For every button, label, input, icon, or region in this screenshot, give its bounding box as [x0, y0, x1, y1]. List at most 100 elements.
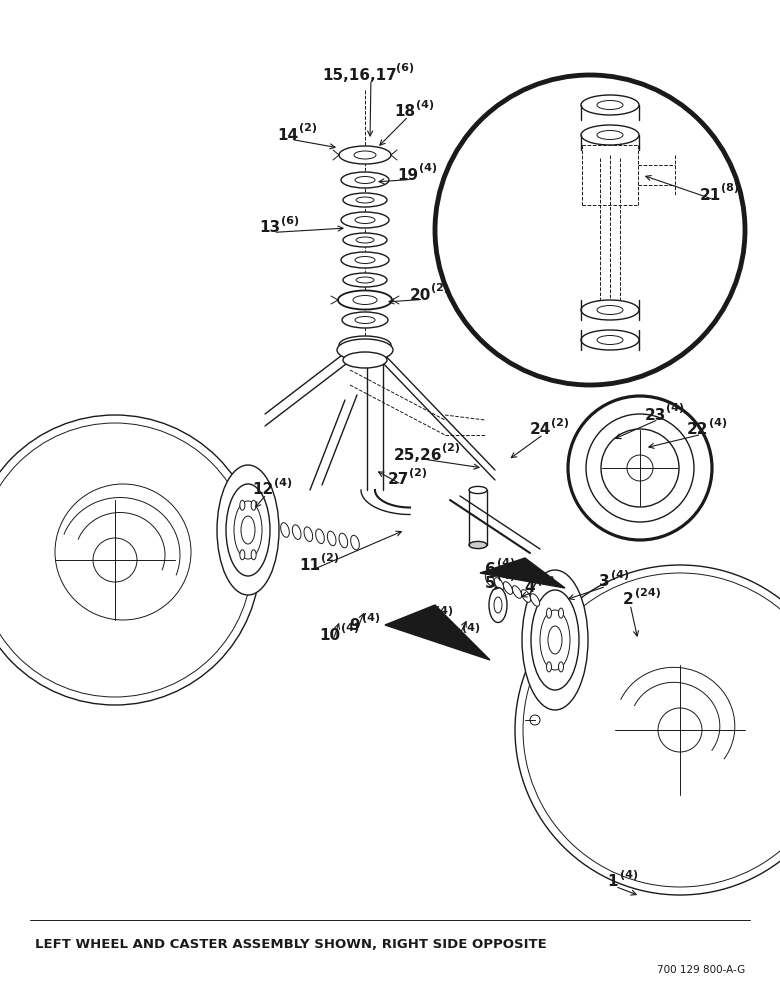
- Ellipse shape: [512, 586, 522, 598]
- Text: 15,16,17: 15,16,17: [323, 68, 397, 83]
- Ellipse shape: [531, 590, 579, 690]
- Text: 25,26: 25,26: [394, 448, 442, 462]
- Text: (4): (4): [497, 558, 516, 568]
- Text: 700 129 800-A-G: 700 129 800-A-G: [657, 965, 745, 975]
- Ellipse shape: [342, 312, 388, 328]
- Text: 8: 8: [423, 610, 434, 626]
- Text: (2): (2): [410, 468, 427, 478]
- Text: 3: 3: [599, 574, 609, 589]
- Circle shape: [93, 538, 137, 582]
- Ellipse shape: [217, 465, 279, 595]
- Circle shape: [658, 708, 702, 752]
- Text: 4: 4: [525, 580, 535, 595]
- Ellipse shape: [597, 101, 623, 109]
- Ellipse shape: [343, 233, 387, 247]
- Ellipse shape: [355, 256, 375, 263]
- Ellipse shape: [241, 516, 255, 544]
- Ellipse shape: [328, 531, 336, 546]
- Text: (4): (4): [275, 478, 292, 488]
- Ellipse shape: [597, 306, 623, 314]
- Polygon shape: [480, 558, 565, 588]
- Ellipse shape: [355, 316, 375, 324]
- Text: (2): (2): [442, 443, 460, 453]
- Circle shape: [435, 75, 745, 385]
- Text: (6): (6): [282, 216, 300, 226]
- Text: (4): (4): [666, 403, 685, 413]
- Ellipse shape: [251, 500, 256, 510]
- Ellipse shape: [586, 414, 694, 522]
- Text: (4): (4): [537, 576, 555, 586]
- Ellipse shape: [356, 277, 374, 283]
- Ellipse shape: [494, 597, 502, 613]
- Ellipse shape: [627, 455, 653, 481]
- Ellipse shape: [338, 290, 392, 310]
- Text: (2): (2): [431, 283, 449, 293]
- Text: 6: 6: [484, 562, 495, 578]
- Text: 10: 10: [320, 628, 341, 643]
- Text: 7: 7: [450, 628, 460, 643]
- Ellipse shape: [558, 662, 563, 672]
- Text: 27: 27: [388, 473, 409, 488]
- Text: 24: 24: [530, 422, 551, 438]
- Circle shape: [523, 573, 780, 887]
- Ellipse shape: [597, 130, 623, 139]
- Text: 23: 23: [644, 408, 665, 422]
- Ellipse shape: [353, 296, 377, 304]
- Ellipse shape: [581, 330, 639, 350]
- Ellipse shape: [540, 610, 570, 670]
- Ellipse shape: [339, 336, 391, 354]
- Ellipse shape: [469, 541, 487, 549]
- Text: 14: 14: [278, 127, 299, 142]
- Ellipse shape: [351, 535, 360, 550]
- Text: (2): (2): [551, 418, 569, 428]
- Circle shape: [568, 396, 712, 540]
- Ellipse shape: [597, 336, 623, 344]
- Text: (4): (4): [612, 570, 629, 580]
- Ellipse shape: [558, 608, 563, 618]
- Text: (24): (24): [635, 588, 661, 598]
- Ellipse shape: [356, 237, 374, 243]
- Ellipse shape: [343, 193, 387, 207]
- Ellipse shape: [339, 533, 348, 548]
- Text: 13: 13: [260, 221, 281, 235]
- Polygon shape: [385, 605, 490, 660]
- Ellipse shape: [341, 212, 389, 228]
- Text: 9: 9: [349, 617, 360, 633]
- Ellipse shape: [495, 578, 504, 590]
- Text: (4): (4): [420, 163, 438, 173]
- Circle shape: [0, 423, 252, 697]
- Ellipse shape: [521, 590, 530, 602]
- Text: 11: 11: [300, 558, 321, 572]
- Text: (4): (4): [497, 571, 516, 581]
- Ellipse shape: [239, 500, 245, 510]
- Ellipse shape: [281, 523, 289, 537]
- Text: 1: 1: [608, 874, 619, 890]
- Ellipse shape: [469, 486, 487, 494]
- Ellipse shape: [355, 217, 375, 224]
- Ellipse shape: [547, 608, 551, 618]
- Text: (4): (4): [435, 606, 453, 616]
- Ellipse shape: [292, 525, 301, 539]
- Ellipse shape: [239, 550, 245, 560]
- Ellipse shape: [503, 582, 512, 594]
- Text: (4): (4): [709, 418, 728, 428]
- Ellipse shape: [341, 252, 389, 268]
- Circle shape: [0, 415, 260, 705]
- Text: (4): (4): [342, 623, 360, 633]
- Text: (2): (2): [321, 553, 339, 563]
- Circle shape: [530, 715, 540, 725]
- Text: 21: 21: [700, 188, 721, 202]
- Text: 5: 5: [484, 576, 495, 590]
- Ellipse shape: [226, 484, 270, 576]
- Ellipse shape: [581, 300, 639, 320]
- Ellipse shape: [337, 339, 393, 361]
- Text: (8): (8): [722, 183, 739, 193]
- Ellipse shape: [485, 574, 495, 586]
- Ellipse shape: [343, 273, 387, 287]
- Ellipse shape: [530, 594, 540, 606]
- Ellipse shape: [354, 151, 376, 159]
- Text: 2: 2: [622, 592, 633, 607]
- Ellipse shape: [489, 587, 507, 622]
- Ellipse shape: [304, 527, 313, 542]
- Ellipse shape: [343, 352, 387, 368]
